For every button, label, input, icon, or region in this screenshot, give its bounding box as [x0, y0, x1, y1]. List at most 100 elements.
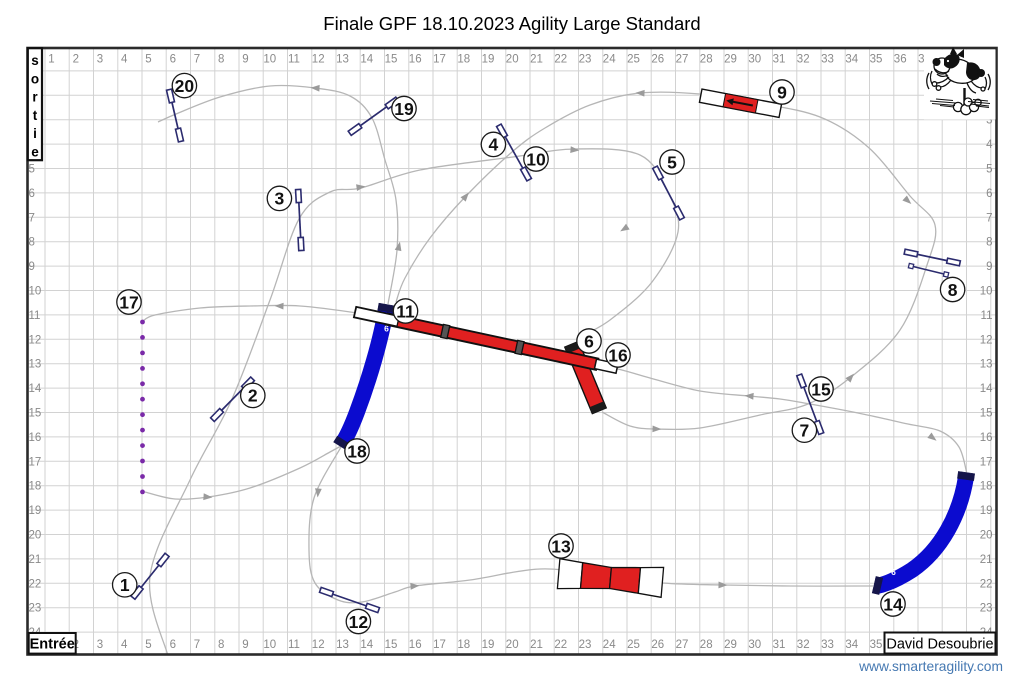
svg-text:12: 12: [312, 639, 325, 651]
svg-text:17: 17: [980, 456, 993, 468]
svg-text:5: 5: [986, 164, 992, 176]
svg-text:23: 23: [980, 603, 993, 615]
svg-text:22: 22: [980, 578, 993, 590]
svg-text:7: 7: [800, 421, 810, 441]
svg-text:16: 16: [409, 54, 422, 66]
svg-text:12: 12: [980, 334, 993, 346]
svg-text:9: 9: [777, 82, 787, 102]
svg-text:35: 35: [870, 639, 883, 651]
svg-text:18: 18: [457, 639, 470, 651]
svg-text:11: 11: [981, 310, 993, 322]
svg-text:1: 1: [120, 575, 130, 595]
svg-text:31: 31: [773, 54, 786, 66]
svg-text:15: 15: [811, 379, 831, 399]
svg-text:e: e: [31, 145, 39, 160]
svg-text:23: 23: [29, 603, 42, 615]
svg-text:13: 13: [980, 359, 993, 371]
svg-text:34: 34: [845, 639, 858, 651]
svg-text:16: 16: [409, 639, 422, 651]
svg-text:18: 18: [29, 481, 42, 493]
svg-text:6: 6: [170, 639, 176, 651]
svg-text:18: 18: [980, 481, 993, 493]
svg-text:6: 6: [891, 567, 896, 577]
svg-text:10: 10: [980, 286, 993, 298]
svg-text:14: 14: [980, 383, 993, 395]
svg-text:10: 10: [263, 54, 276, 66]
svg-text:33: 33: [821, 54, 834, 66]
svg-text:7: 7: [194, 54, 200, 66]
svg-text:21: 21: [980, 554, 993, 566]
svg-text:3: 3: [986, 115, 992, 127]
svg-text:8: 8: [948, 280, 958, 300]
svg-text:17: 17: [119, 292, 138, 312]
svg-text:4: 4: [121, 54, 128, 66]
svg-text:6: 6: [584, 331, 594, 351]
svg-text:19: 19: [482, 639, 495, 651]
svg-text:11: 11: [288, 639, 300, 651]
svg-text:3: 3: [97, 639, 103, 651]
svg-text:3: 3: [275, 189, 285, 209]
svg-text:11: 11: [396, 301, 415, 321]
svg-text:29: 29: [724, 639, 737, 651]
svg-text:16: 16: [980, 432, 993, 444]
svg-text:4: 4: [121, 639, 128, 651]
svg-text:30: 30: [748, 639, 761, 651]
svg-text:16: 16: [29, 432, 42, 444]
svg-text:13: 13: [29, 359, 42, 371]
svg-text:i: i: [33, 126, 37, 141]
svg-text:19: 19: [394, 99, 414, 119]
svg-text:14: 14: [29, 383, 42, 395]
svg-text:16: 16: [608, 345, 628, 365]
svg-text:Entrée: Entrée: [30, 637, 75, 653]
svg-text:8: 8: [29, 237, 35, 249]
svg-text:17: 17: [433, 54, 446, 66]
svg-text:4: 4: [986, 139, 993, 151]
svg-text:2: 2: [248, 386, 258, 406]
svg-text:30: 30: [748, 54, 761, 66]
svg-text:21: 21: [530, 639, 543, 651]
svg-text:2: 2: [73, 54, 79, 66]
svg-text:20: 20: [506, 54, 519, 66]
svg-text:33: 33: [821, 639, 834, 651]
svg-text:35: 35: [870, 54, 883, 66]
svg-text:13: 13: [336, 54, 349, 66]
svg-text:11: 11: [288, 54, 300, 66]
svg-text:5: 5: [667, 152, 677, 172]
svg-text:6: 6: [986, 188, 992, 200]
svg-text:12: 12: [349, 612, 369, 632]
svg-text:18: 18: [457, 54, 470, 66]
svg-text:13: 13: [336, 639, 349, 651]
svg-text:9: 9: [986, 261, 992, 273]
svg-text:7: 7: [29, 212, 35, 224]
svg-text:15: 15: [29, 408, 42, 420]
svg-text:20: 20: [506, 639, 519, 651]
svg-text:7: 7: [986, 212, 992, 224]
svg-text:14: 14: [360, 54, 373, 66]
svg-text:31: 31: [773, 639, 786, 651]
svg-text:5: 5: [145, 639, 151, 651]
svg-text:12: 12: [312, 54, 325, 66]
svg-text:8: 8: [986, 237, 992, 249]
svg-text:28: 28: [700, 54, 713, 66]
svg-text:20: 20: [29, 530, 42, 542]
svg-text:23: 23: [579, 54, 592, 66]
svg-text:10: 10: [526, 149, 546, 169]
svg-text:15: 15: [980, 408, 993, 420]
svg-text:15: 15: [385, 639, 398, 651]
svg-text:32: 32: [797, 54, 810, 66]
svg-text:22: 22: [554, 639, 567, 651]
svg-text:9: 9: [29, 261, 35, 273]
svg-text:28: 28: [700, 639, 713, 651]
svg-text:25: 25: [627, 54, 640, 66]
svg-text:19: 19: [482, 54, 495, 66]
svg-text:22: 22: [554, 54, 567, 66]
svg-text:3: 3: [97, 54, 103, 66]
svg-text:5: 5: [29, 164, 35, 176]
svg-text:s: s: [31, 53, 39, 68]
svg-text:17: 17: [29, 456, 42, 468]
svg-text:21: 21: [29, 554, 42, 566]
svg-text:29: 29: [724, 54, 737, 66]
svg-text:19: 19: [980, 505, 993, 517]
svg-text:19: 19: [29, 505, 42, 517]
svg-text:6: 6: [170, 54, 176, 66]
